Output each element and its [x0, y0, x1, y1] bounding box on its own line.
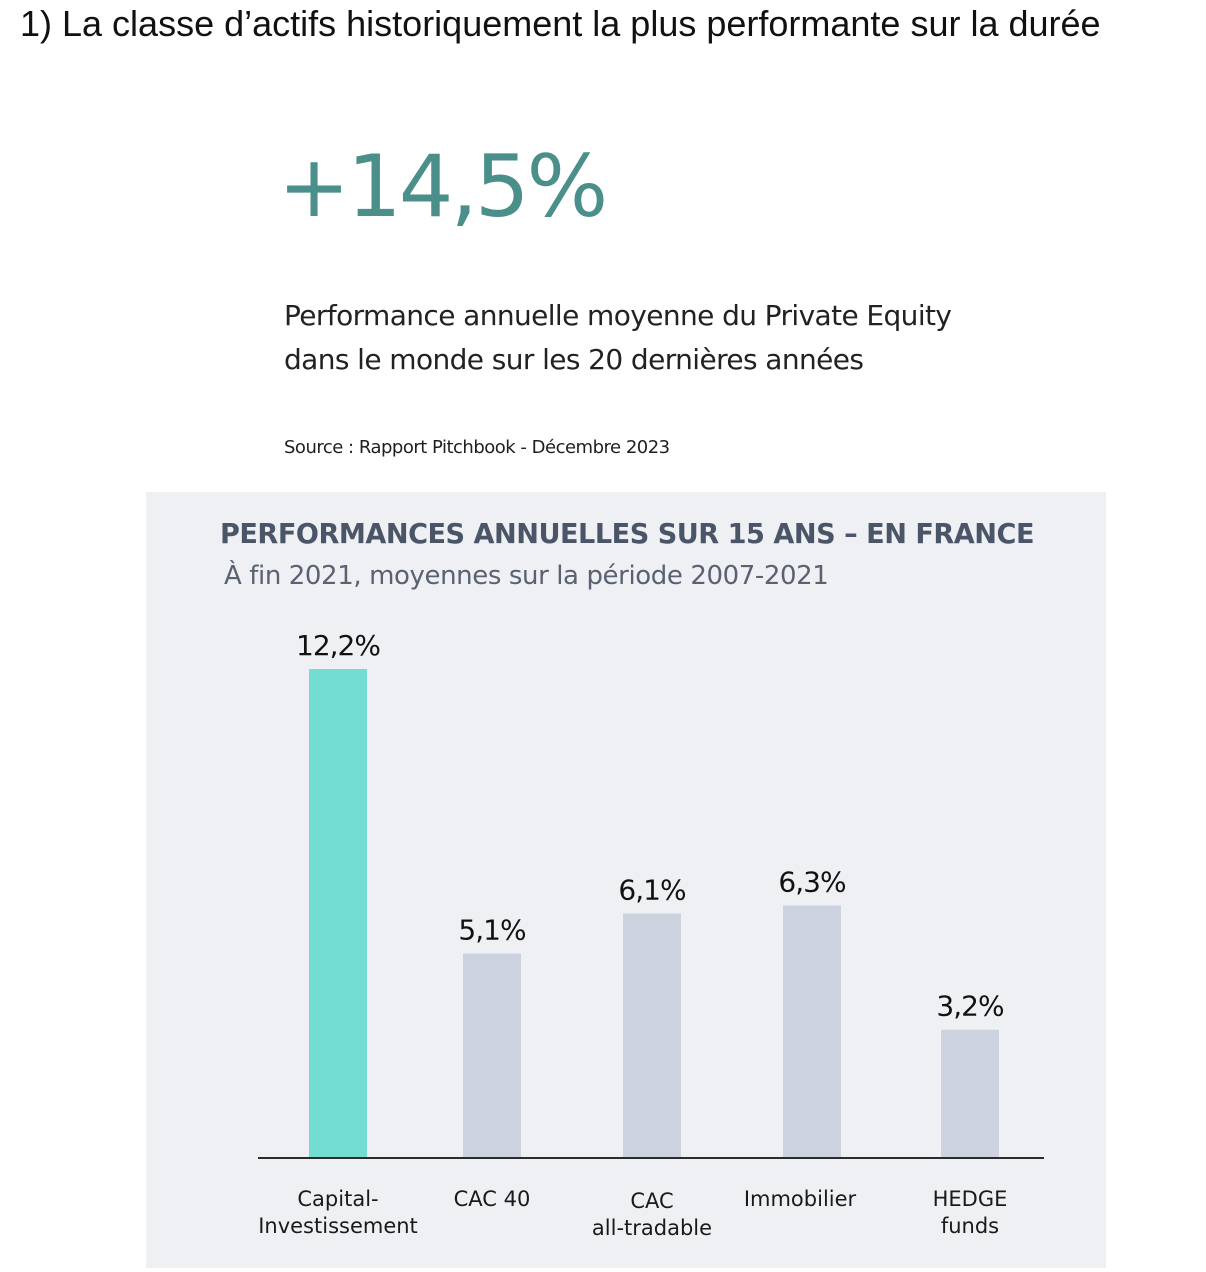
bar-value-label-1: 12,2%: [296, 629, 380, 662]
bar-value-label-2: 5,1%: [458, 914, 526, 947]
bar-5: [941, 1029, 999, 1158]
source-note: Source : Rapport Pitchbook - Décembre 20…: [284, 437, 670, 458]
category-label-4: Immobilier: [744, 1187, 857, 1211]
bar-1: [309, 669, 367, 1158]
bar-3: [623, 913, 681, 1158]
chart-title: PERFORMANCES ANNUELLES SUR 15 ANS – EN F…: [220, 517, 1034, 550]
bar-chart: PERFORMANCES ANNUELLES SUR 15 ANS – EN F…: [220, 517, 1044, 1240]
category-label-2: CAC 40: [454, 1187, 531, 1211]
category-label-5: HEDGE funds: [933, 1187, 1008, 1238]
bar-4: [783, 905, 841, 1158]
bar-value-label-5: 3,2%: [936, 990, 1004, 1023]
category-labels-group: Capital-Investissement CAC 40 CAC all-trada…: [258, 1187, 1007, 1240]
chart-subtitle: À fin 2021, moyennes sur la période 2007…: [224, 559, 828, 591]
stat-description: Performance annuelle moyenne du Private …: [284, 294, 952, 382]
bar-value-label-4: 6,3%: [778, 865, 846, 898]
page-heading: 1) La classe d’actifs historiquement la …: [20, 3, 1101, 44]
stat-description-line-2: dans le monde sur les 20 dernières année…: [284, 343, 864, 376]
bar-2: [463, 953, 521, 1158]
bar-value-label-3: 6,1%: [618, 874, 686, 907]
category-label-3: CAC all-tradable: [592, 1189, 712, 1240]
bars-group: 12,2% 5,1% 6,1% 6,3% 3,2%: [296, 629, 1005, 1158]
chart-panel: PERFORMANCES ANNUELLES SUR 15 ANS – EN F…: [146, 492, 1106, 1268]
stat-description-line-1: Performance annuelle moyenne du Private …: [284, 299, 952, 332]
headline-stat: +14,5%: [278, 137, 608, 237]
category-label-1: Capital-Investissement: [258, 1187, 418, 1238]
